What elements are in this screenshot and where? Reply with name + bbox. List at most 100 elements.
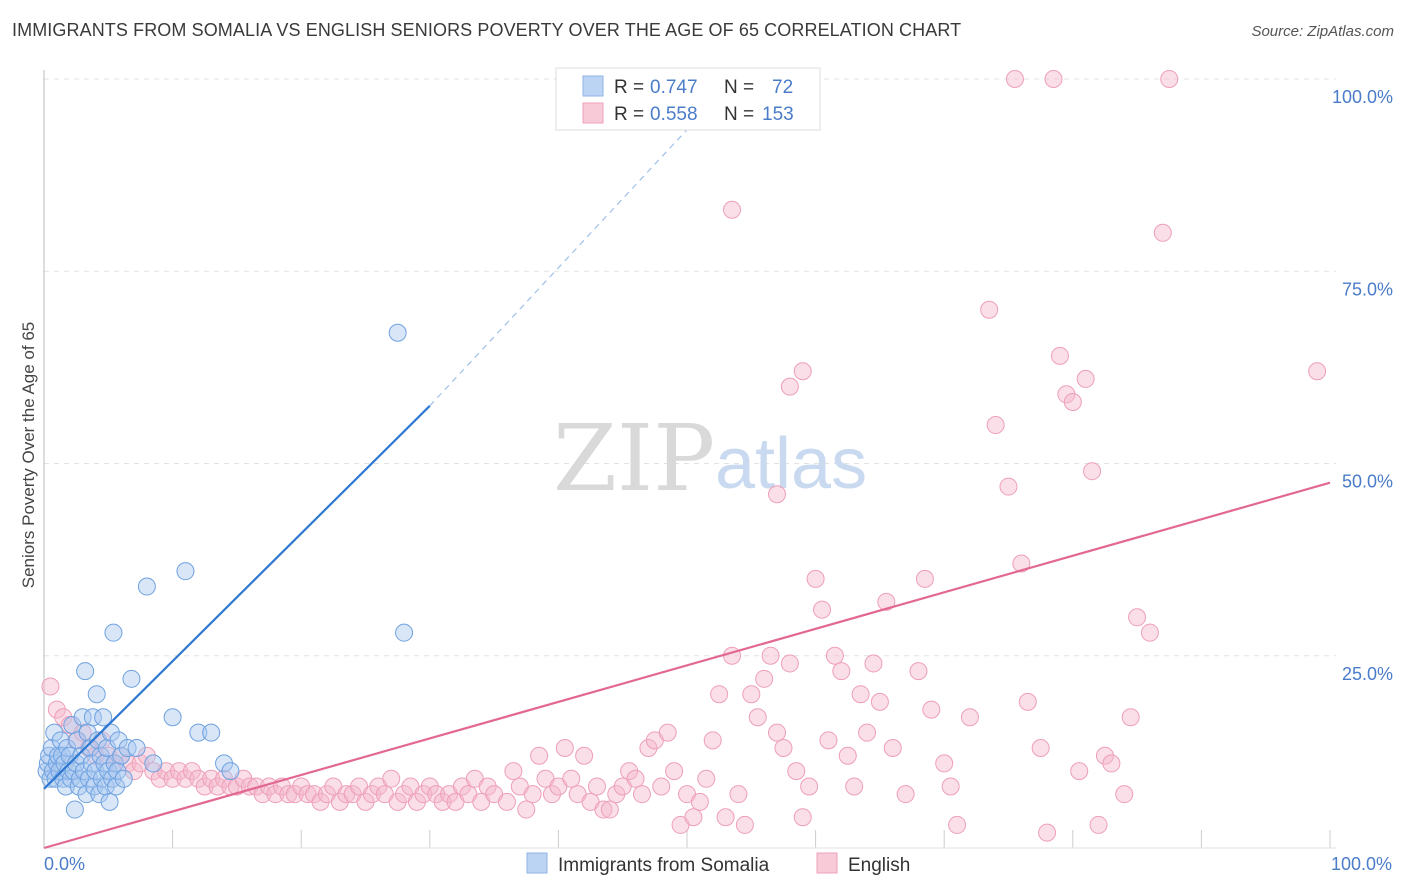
english-point — [825, 646, 844, 665]
english-point — [1140, 623, 1159, 642]
somalia-point — [45, 723, 64, 742]
english-point — [382, 769, 401, 788]
english-point — [864, 654, 883, 673]
legend-swatch-english — [582, 102, 604, 124]
english-point — [356, 792, 375, 811]
english-point — [877, 592, 896, 611]
legend-bottom: Immigrants from Somalia English — [526, 852, 910, 876]
somalia-trend-extension — [429, 101, 714, 407]
english-point — [266, 785, 285, 804]
series-english-points — [41, 70, 1327, 842]
english-point — [1018, 692, 1037, 711]
legend-n-value-english: 153 — [762, 104, 794, 125]
y-tick-label: 75.0% — [1342, 279, 1393, 299]
watermark-atlas: atlas — [715, 424, 867, 504]
bottom-legend-swatch-english — [816, 852, 838, 874]
english-point — [780, 654, 799, 673]
english-point — [800, 777, 819, 796]
english-point — [768, 485, 787, 504]
english-point — [632, 785, 651, 804]
english-point — [915, 569, 934, 588]
legend-n-label-english: N = — [724, 104, 754, 125]
english-point — [600, 800, 619, 819]
legend-top: R = 0.747 N = 72 R = 0.558 N = 153 — [555, 67, 821, 131]
english-point — [980, 300, 999, 319]
english-point — [652, 777, 671, 796]
somalia-point — [108, 762, 127, 781]
english-point — [137, 746, 156, 765]
english-point — [208, 777, 227, 796]
somalia-point — [104, 623, 123, 642]
english-point — [999, 477, 1018, 496]
english-point — [497, 792, 516, 811]
legend-r-label-english: R = — [614, 104, 644, 125]
english-point — [716, 808, 735, 827]
legend-r-value-somalia: 0.747 — [650, 77, 698, 98]
english-point — [620, 762, 639, 781]
english-point — [813, 600, 832, 619]
english-point — [1160, 70, 1179, 88]
series-somalia-points — [37, 323, 414, 819]
english-point — [54, 708, 73, 727]
english-point — [845, 777, 864, 796]
english-point — [47, 700, 66, 719]
english-point — [1057, 385, 1076, 404]
english-point — [41, 677, 60, 696]
english-point — [1005, 70, 1024, 88]
somalia-point — [100, 792, 119, 811]
english-point — [1050, 346, 1069, 365]
english-point — [305, 785, 324, 804]
somalia-point — [144, 754, 163, 773]
somalia-point — [122, 669, 141, 688]
english-point — [530, 746, 549, 765]
english-point — [555, 739, 574, 758]
english-point — [414, 785, 433, 804]
y-tick-label: 100.0% — [1332, 87, 1393, 107]
english-point — [1044, 70, 1063, 88]
legend-n-label-somalia: N = — [724, 77, 754, 98]
english-point — [896, 785, 915, 804]
somalia-point — [118, 739, 137, 758]
english-point — [1070, 762, 1089, 781]
x-tick-label-min: 0.0% — [44, 854, 85, 874]
english-point — [697, 769, 716, 788]
english-point — [227, 777, 246, 796]
english-point — [1063, 392, 1082, 411]
english-point — [793, 362, 812, 381]
somalia-point — [107, 777, 126, 796]
english-point — [838, 746, 857, 765]
english-point — [883, 739, 902, 758]
somalia-point — [189, 723, 208, 742]
somalia-point — [395, 623, 414, 642]
english-point — [774, 739, 793, 758]
english-point — [761, 646, 780, 665]
english-point — [986, 416, 1005, 435]
english-point — [311, 792, 330, 811]
english-trend-line — [43, 481, 1331, 850]
english-point — [195, 777, 214, 796]
english-point — [504, 762, 523, 781]
legend-n-value-somalia: 72 — [772, 77, 793, 98]
english-point — [806, 569, 825, 588]
english-point — [948, 815, 967, 834]
somalia-point — [112, 746, 131, 765]
english-point — [542, 785, 561, 804]
somalia-point — [94, 708, 113, 727]
english-point — [742, 685, 761, 704]
english-point — [118, 754, 137, 773]
english-point — [922, 700, 941, 719]
somalia-point — [72, 746, 91, 765]
english-point — [562, 769, 581, 788]
english-point — [1089, 815, 1108, 834]
english-point — [388, 792, 407, 811]
watermark-zip: ZIP — [553, 405, 715, 512]
english-point — [1076, 369, 1095, 388]
english-point — [658, 723, 677, 742]
trend-lines — [43, 101, 1331, 850]
chart-title: IMMIGRANTS FROM SOMALIA VS ENGLISH SENIO… — [12, 20, 962, 40]
english-point — [1095, 746, 1114, 765]
legend-r-label-somalia: R = — [614, 77, 644, 98]
somalia-point — [221, 762, 240, 781]
english-point — [1115, 785, 1134, 804]
